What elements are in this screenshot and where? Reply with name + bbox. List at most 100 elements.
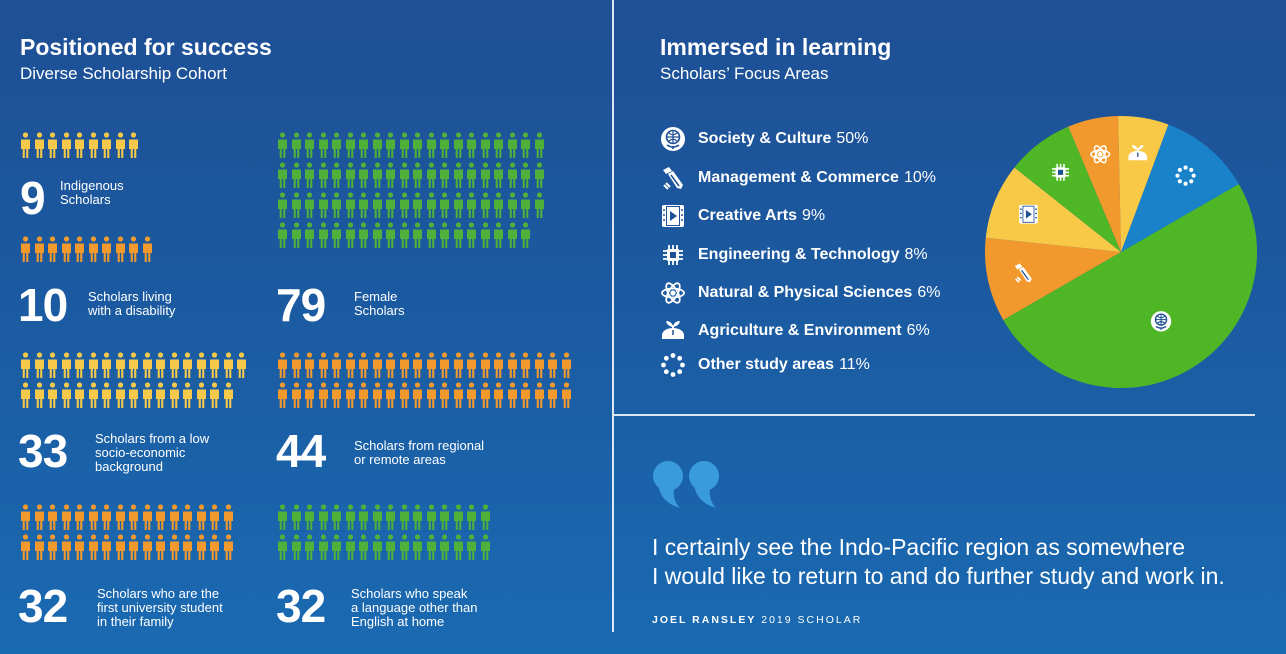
person-icon [480,534,490,560]
person-icon [440,352,449,378]
person-icon [129,534,138,560]
person-icon [521,132,530,158]
person-icon [467,352,476,378]
person-icon [413,352,422,378]
person-icon [196,352,206,378]
person-icon [115,132,125,158]
person-icon [156,504,165,530]
person-icon [372,222,382,248]
legend-item-agriculture-environment: Agriculture & Environment 6% [660,316,930,346]
legend-name: Management & Commerce [698,169,899,186]
person-icon [548,382,557,408]
person-icon [453,222,463,248]
pie-globe-icon [1150,311,1172,332]
person-icon [223,534,233,560]
person-icon [169,534,179,560]
person-icon [318,222,328,248]
person-icon [305,504,314,530]
person-icon [507,192,517,218]
person-icon [345,534,355,560]
person-icon [210,352,219,378]
person-icon [278,534,287,560]
person-icon [61,382,71,408]
focus-subtitle: Scholars’ Focus Areas [660,64,829,83]
person-icon [453,162,463,188]
person-icon [48,352,57,378]
person-icon [332,504,341,530]
person-icon [291,132,301,158]
quote-line: I certainly see the Indo-Pacific region … [652,534,1186,560]
person-icon [34,504,44,530]
person-icon [142,236,152,262]
focus-title: Immersed in learning [660,34,892,60]
pie-slice-4 [1014,126,1121,252]
pie-slice-7 [1121,124,1239,252]
person-icon [115,534,125,560]
person-icon [399,534,409,560]
person-icon [115,352,125,378]
person-icon [467,222,476,248]
person-icon [399,132,409,158]
person-icon [34,534,44,560]
person-icon [291,534,301,560]
quote-mark-icon [653,461,719,508]
person-icon [61,352,71,378]
legend-percent: 6% [917,284,941,301]
person-icon [237,352,246,378]
person-icon [129,352,138,378]
person-icon [534,162,544,188]
person-icon [169,352,179,378]
person-icon-grid [20,504,236,564]
person-icon [332,352,341,378]
person-icon [480,162,490,188]
person-icon [507,132,517,158]
person-icon-grid [277,132,547,252]
person-icon [521,352,530,378]
person-icon-grid [20,236,155,266]
person-icon [345,382,355,408]
cohort-subtitle: Diverse Scholarship Cohort [20,64,227,83]
person-icon [534,382,544,408]
person-icon [332,534,341,560]
person-icon [115,382,125,408]
person-icon [61,132,71,158]
quote-attribution: JOEL RANSLEY 2019 SCHOLAR [652,614,862,626]
pie-dots-circle-icon [1175,165,1196,186]
person-icon [359,352,368,378]
person-icon [386,352,395,378]
focus-pie-chart [985,116,1258,389]
person-icon [386,534,395,560]
person-icon [413,222,422,248]
person-icon [413,382,422,408]
person-icon [223,352,233,378]
person-icon [413,534,422,560]
person-icon [129,236,138,262]
person-icon [291,382,301,408]
chip-icon [663,245,683,265]
vertical-divider [612,0,614,632]
legend-item-other-study-areas: Other study areas 11% [660,350,870,380]
person-icon [156,382,165,408]
stat-number: 33 [18,425,68,477]
person-icon [88,236,98,262]
person-icon [278,352,287,378]
person-icon [534,352,544,378]
person-icon [278,504,287,530]
person-icon [467,132,476,158]
person-icon [318,192,328,218]
person-icon-grid [277,504,493,564]
person-icon [359,162,368,188]
legend-name: Natural & Physical Sciences [698,284,913,301]
person-icon [21,236,30,262]
person-icon [21,352,30,378]
person-icon [34,132,44,158]
legend-percent: 8% [904,246,928,263]
person-icon [440,162,449,188]
person-icon [102,352,111,378]
person-icon [440,504,449,530]
pie-chip-icon [1052,163,1070,181]
legend-item-society-culture: Society & Culture 50% [660,124,868,154]
person-icon [75,534,84,560]
person-icon [453,382,463,408]
person-icon [440,382,449,408]
